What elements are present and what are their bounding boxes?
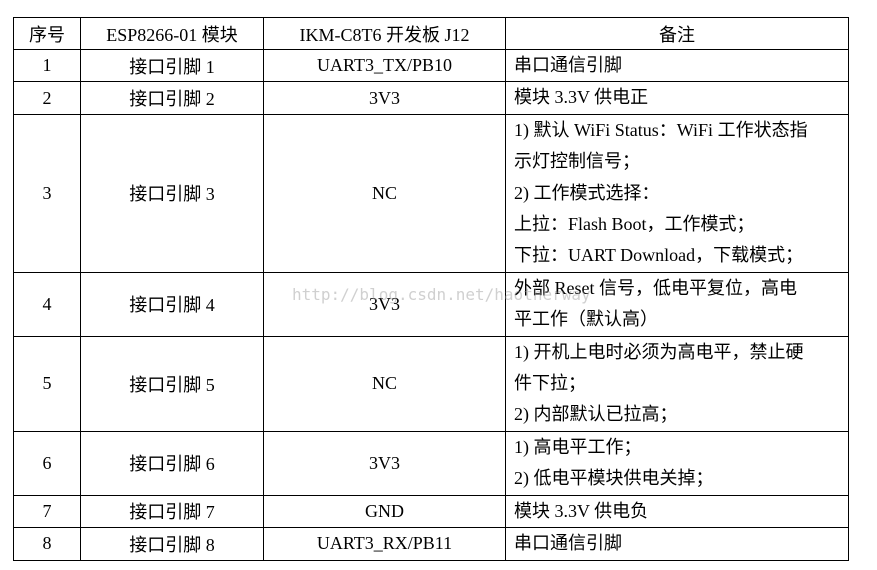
header-note: 备注 [505,17,849,50]
module-pin: 接口引脚 2 [80,81,264,115]
note-line: 示灯控制信号； [514,151,640,172]
board-pin: UART3_TX/PB10 [263,48,506,83]
note-line: 1) 默认 WiFi Status：WiFi 工作状态指 [514,119,808,140]
board-pin: GND [263,494,506,529]
row-number: 3 [13,113,81,273]
note-cell: 串口通信引脚 [505,527,849,561]
pin-mapping-table: 序号 ESP8266-01 模块 IKM-C8T6 开发板 J12 备注 1 接口… [13,17,849,561]
table-row: 3 接口引脚 3 NC 1) 默认 WiFi Status：WiFi 工作状态指 示灯控… [13,113,849,273]
module-pin: 接口引脚 7 [80,494,264,529]
note-cell: 1) 默认 WiFi Status：WiFi 工作状态指 示灯控制信号； 2) 工作… [505,113,849,273]
note-line: 模块 3.3V 供电负 [514,500,649,521]
board-pin: NC [263,113,506,273]
module-pin: 接口引脚 8 [80,527,264,561]
module-pin: 接口引脚 5 [80,335,264,432]
note-cell: 模块 3.3V 供电正 [505,81,849,115]
module-pin: 接口引脚 6 [80,430,264,496]
module-pin: 接口引脚 3 [80,113,264,273]
table-row: 6 接口引脚 6 3V3 1) 高电平工作； 2) 低电平模块供电关掉； [13,430,849,496]
note-line: 上拉：Flash Boot，工作模式； [514,214,755,235]
note-line: 下拉：UART Download，下载模式； [514,245,804,266]
header-no: 序号 [13,17,81,50]
note-line: 2) 低电平模块供电关掉； [514,468,714,489]
board-pin: 3V3 [263,430,506,496]
note-line: 串口通信引脚 [514,533,622,554]
note-line: 串口通信引脚 [514,55,622,75]
row-number: 8 [13,527,81,561]
module-pin: 接口引脚 1 [80,48,264,83]
table-row: 2 接口引脚 2 3V3 模块 3.3V 供电正 [13,81,849,115]
note-line: 1) 开机上电时必须为高电平，禁止硬 [514,341,804,362]
note-line: 模块 3.3V 供电正 [514,87,649,108]
row-number: 2 [13,81,81,115]
board-pin: UART3_RX/PB11 [263,527,506,561]
row-number: 7 [13,494,81,529]
table-row: 5 接口引脚 5 NC 1) 开机上电时必须为高电平，禁止硬 件下拉； 2) 内部默认已拉… [13,335,849,432]
table-row: 1 接口引脚 1 UART3_TX/PB10 串口通信引脚 [13,48,849,83]
module-pin: 接口引脚 4 [80,271,264,337]
board-pin: 3V3 [263,271,506,337]
note-line: 件下拉； [514,373,586,394]
note-cell: 1) 开机上电时必须为高电平，禁止硬 件下拉； 2) 内部默认已拉高； [505,335,849,432]
row-number: 6 [13,430,81,496]
header-module: ESP8266-01 模块 [80,17,264,50]
note-cell: 1) 高电平工作； 2) 低电平模块供电关掉； [505,430,849,496]
note-cell: 外部 Reset 信号，低电平复位，高电 平工作（默认高） [505,271,849,337]
note-line: 2) 内部默认已拉高； [514,404,678,425]
note-line: 2) 工作模式选择： [514,182,660,203]
table-row: 7 接口引脚 7 GND 模块 3.3V 供电负 [13,494,849,529]
table-row: 4 接口引脚 4 3V3 外部 Reset 信号，低电平复位，高电 平工作（默认高） [13,271,849,337]
table-row: 8 接口引脚 8 UART3_RX/PB11 串口通信引脚 [13,527,849,561]
note-line: 外部 Reset 信号，低电平复位，高电 [514,277,797,298]
row-number: 5 [13,335,81,432]
board-pin: 3V3 [263,81,506,115]
board-pin: NC [263,335,506,432]
header-row: 序号 ESP8266-01 模块 IKM-C8T6 开发板 J12 备注 [13,17,849,50]
note-line: 平工作（默认高） [514,309,658,330]
row-number: 1 [13,48,81,83]
note-cell: 模块 3.3V 供电负 [505,494,849,529]
note-line: 1) 高电平工作； [514,436,642,457]
note-cell: 串口通信引脚 [505,48,849,83]
row-number: 4 [13,271,81,337]
header-board: IKM-C8T6 开发板 J12 [263,17,506,50]
